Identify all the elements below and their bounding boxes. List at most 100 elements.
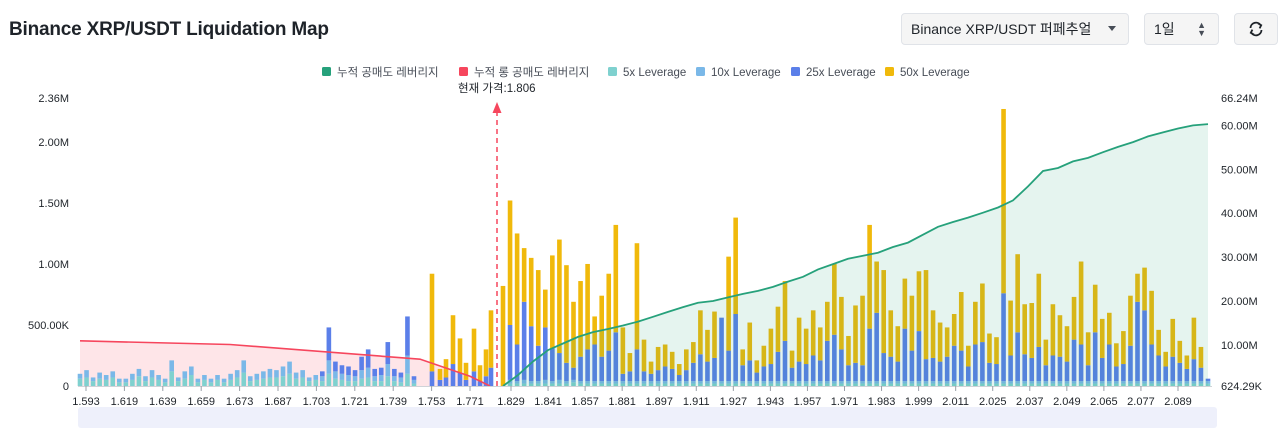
short-bar-50x xyxy=(1191,317,1197,360)
short-bar-50x xyxy=(592,316,597,345)
zoom-scrollbar[interactable] xyxy=(78,407,1217,428)
short-bar-10x xyxy=(1050,381,1056,384)
long-bar-50x xyxy=(437,368,443,380)
short-bar-50x xyxy=(1022,304,1027,355)
short-bar-25x xyxy=(782,340,788,382)
refresh-button[interactable] xyxy=(1234,13,1278,45)
short-bar-10x xyxy=(817,381,823,384)
short-bar-10x xyxy=(571,379,576,383)
short-bar-5x xyxy=(528,383,534,386)
right-axis-label: 624.29K xyxy=(1221,381,1263,393)
short-bar-50x xyxy=(951,314,957,346)
short-bar-50x xyxy=(1142,267,1147,311)
long-bar-5x xyxy=(365,377,371,386)
market-select[interactable]: Binance XRP/USDT 퍼페추얼 xyxy=(901,13,1129,45)
long-bar-10x xyxy=(333,371,338,379)
short-bar-10x xyxy=(564,381,569,384)
short-bar-50x xyxy=(1015,254,1020,333)
short-bar-10x xyxy=(775,381,781,384)
short-bar-25x xyxy=(1107,344,1112,382)
short-bar-50x xyxy=(853,305,858,363)
long-bar-5x xyxy=(189,375,194,386)
short-bar-50x xyxy=(564,265,569,363)
short-bar-10x xyxy=(1114,381,1119,384)
long-bar-5x xyxy=(261,378,266,386)
short-bar-10x xyxy=(796,381,802,384)
short-bar-5x xyxy=(874,383,879,386)
short-bar-10x xyxy=(874,381,879,384)
x-tick-label: 1.841 xyxy=(534,396,562,408)
short-bar-25x xyxy=(1099,357,1105,382)
short-bar-10x xyxy=(930,381,936,384)
short-bar-10x xyxy=(676,381,682,384)
long-bar-5x xyxy=(156,379,161,386)
short-bar-25x xyxy=(662,366,668,382)
long-bar-5x xyxy=(274,377,279,386)
short-bar-50x xyxy=(648,361,654,374)
long-bar-10x xyxy=(189,366,194,376)
short-bar-25x xyxy=(1008,355,1013,382)
long-bar-50x xyxy=(450,315,456,365)
long-bar-25x xyxy=(326,327,332,361)
short-bar-25x xyxy=(895,361,901,382)
long-bar-10x xyxy=(411,379,417,384)
short-bar-5x xyxy=(705,383,710,386)
short-bar-50x xyxy=(747,322,753,361)
short-bar-5x xyxy=(1029,383,1035,386)
short-bar-50x xyxy=(1149,290,1154,345)
x-tick-label: 1.999 xyxy=(905,396,933,408)
short-bar-10x xyxy=(782,381,788,384)
short-bar-25x xyxy=(1128,345,1133,382)
long-bar-50x xyxy=(483,349,489,377)
long-bar-5x xyxy=(359,378,364,386)
long-bar-25x xyxy=(457,372,463,386)
long-bar-10x xyxy=(287,361,292,374)
long-bar-5x xyxy=(267,377,273,386)
legend-swatch xyxy=(322,67,331,76)
short-bar-50x xyxy=(1184,355,1190,369)
long-bar-10x xyxy=(162,378,168,383)
short-bar-5x xyxy=(641,383,647,386)
short-bar-5x xyxy=(712,383,717,386)
short-bar-5x xyxy=(1064,383,1070,386)
long-bar-5x xyxy=(280,376,286,386)
short-bar-25x xyxy=(514,344,520,382)
short-bar-50x xyxy=(803,328,809,365)
short-bar-50x xyxy=(535,270,541,346)
short-bar-5x xyxy=(916,383,922,386)
right-axis-label: 50.00M xyxy=(1221,164,1258,176)
long-bar-5x xyxy=(169,371,174,386)
short-bar-10x xyxy=(521,379,527,384)
long-bar-10x xyxy=(136,368,142,377)
long-bar-5x xyxy=(372,381,378,386)
short-bar-10x xyxy=(557,379,562,384)
long-bar-10x xyxy=(195,378,201,383)
x-tick-label: 2.077 xyxy=(1127,396,1155,408)
short-bar-10x xyxy=(1008,381,1013,384)
short-bar-25x xyxy=(987,362,992,382)
x-tick-label: 1.897 xyxy=(645,396,673,408)
short-bar-50x xyxy=(1170,318,1176,357)
short-bar-5x xyxy=(655,383,661,386)
short-bar-10x xyxy=(1064,381,1070,384)
short-bar-5x xyxy=(1057,383,1063,386)
short-bar-5x xyxy=(902,383,908,386)
short-bar-5x xyxy=(620,383,626,386)
long-bar-25x xyxy=(320,371,325,377)
long-bar-5x xyxy=(346,381,351,386)
short-bar-5x xyxy=(740,383,745,386)
long-bar-10x xyxy=(208,378,214,383)
short-bar-25x xyxy=(1156,355,1161,382)
short-bar-10x xyxy=(712,381,717,384)
period-select[interactable]: 1일 ▲ ▼ xyxy=(1144,13,1219,45)
long-bar-25x xyxy=(443,377,449,386)
x-tick-label: 1.753 xyxy=(418,396,446,408)
long-bar-5x xyxy=(300,377,305,386)
long-bar-5x xyxy=(228,379,233,386)
short-bar-50x xyxy=(832,263,837,335)
short-bar-25x xyxy=(564,362,569,382)
x-tick-label: 1.593 xyxy=(72,396,100,408)
short-bar-25x xyxy=(655,370,661,382)
short-bar-25x xyxy=(1149,344,1154,382)
short-bar-10x xyxy=(1128,381,1133,384)
